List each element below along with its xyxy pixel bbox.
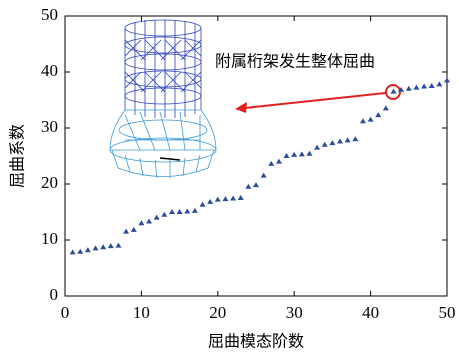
point-marker — [299, 151, 305, 156]
inset-marker — [160, 158, 180, 160]
point-marker — [200, 202, 206, 207]
y-tick-label: 40 — [41, 61, 58, 80]
point-marker — [238, 195, 244, 200]
point-marker — [207, 199, 213, 204]
point-marker — [230, 196, 236, 201]
point-marker — [276, 159, 282, 164]
y-tick-label: 50 — [41, 5, 58, 24]
point-marker — [375, 112, 381, 117]
point-marker — [253, 182, 259, 187]
x-tick-label: 40 — [362, 303, 379, 322]
point-marker — [169, 209, 175, 214]
point-marker — [406, 86, 412, 91]
annotation-arrow — [245, 93, 386, 108]
point-marker — [192, 208, 198, 213]
point-marker — [444, 77, 450, 82]
x-tick-label: 50 — [439, 303, 456, 322]
inset-structure — [125, 20, 201, 118]
point-marker — [383, 105, 389, 110]
point-marker — [261, 173, 267, 178]
y-axis-label: 屈曲系数 — [8, 124, 27, 188]
point-marker — [345, 137, 351, 142]
point-marker — [93, 245, 99, 250]
point-marker — [322, 142, 328, 147]
y-tick-label: 10 — [41, 229, 58, 248]
point-marker — [154, 215, 160, 220]
y-tick-label: 0 — [50, 285, 59, 304]
arrow-head — [235, 102, 247, 113]
point-marker — [329, 140, 335, 145]
point-marker — [291, 152, 297, 157]
point-marker — [77, 249, 83, 254]
point-marker — [268, 161, 274, 166]
point-marker — [368, 117, 374, 122]
x-tick-label: 0 — [61, 303, 70, 322]
x-axis-label: 屈曲模态阶数 — [208, 332, 304, 351]
point-marker — [177, 209, 183, 214]
annotation: 附属桁架发生整体屈曲 — [215, 52, 375, 71]
point-marker — [360, 118, 366, 123]
point-marker — [138, 220, 144, 225]
inset-base — [110, 110, 216, 178]
point-marker — [161, 212, 167, 217]
chart: 附属桁架发生整体屈曲 屈曲模态阶数 屈曲系数 0 10 20 30 40 50 0 10 20 3… — [0, 0, 459, 356]
point-marker — [131, 227, 137, 232]
point-marker — [222, 196, 228, 201]
point-marker — [108, 243, 114, 248]
point-marker — [306, 151, 312, 156]
x-tick-label: 20 — [209, 303, 226, 322]
point-marker — [215, 197, 221, 202]
point-marker — [123, 229, 129, 234]
point-marker — [245, 184, 251, 189]
point-marker — [146, 219, 152, 224]
point-marker — [352, 136, 358, 141]
x-tick-label: 30 — [286, 303, 303, 322]
point-marker — [436, 81, 442, 86]
x-tick-label: 10 — [133, 303, 150, 322]
point-marker — [421, 84, 427, 89]
point-marker — [70, 249, 76, 254]
point-marker — [284, 153, 290, 158]
point-marker — [413, 85, 419, 90]
point-marker — [337, 138, 343, 143]
point-marker — [314, 145, 320, 150]
y-tick-label: 20 — [41, 173, 58, 192]
point-marker — [184, 208, 190, 213]
point-marker — [115, 243, 121, 248]
point-marker — [100, 244, 106, 249]
point-marker — [429, 83, 435, 88]
point-marker — [85, 247, 91, 252]
point-marker — [391, 89, 397, 94]
y-tick-label: 30 — [41, 117, 58, 136]
